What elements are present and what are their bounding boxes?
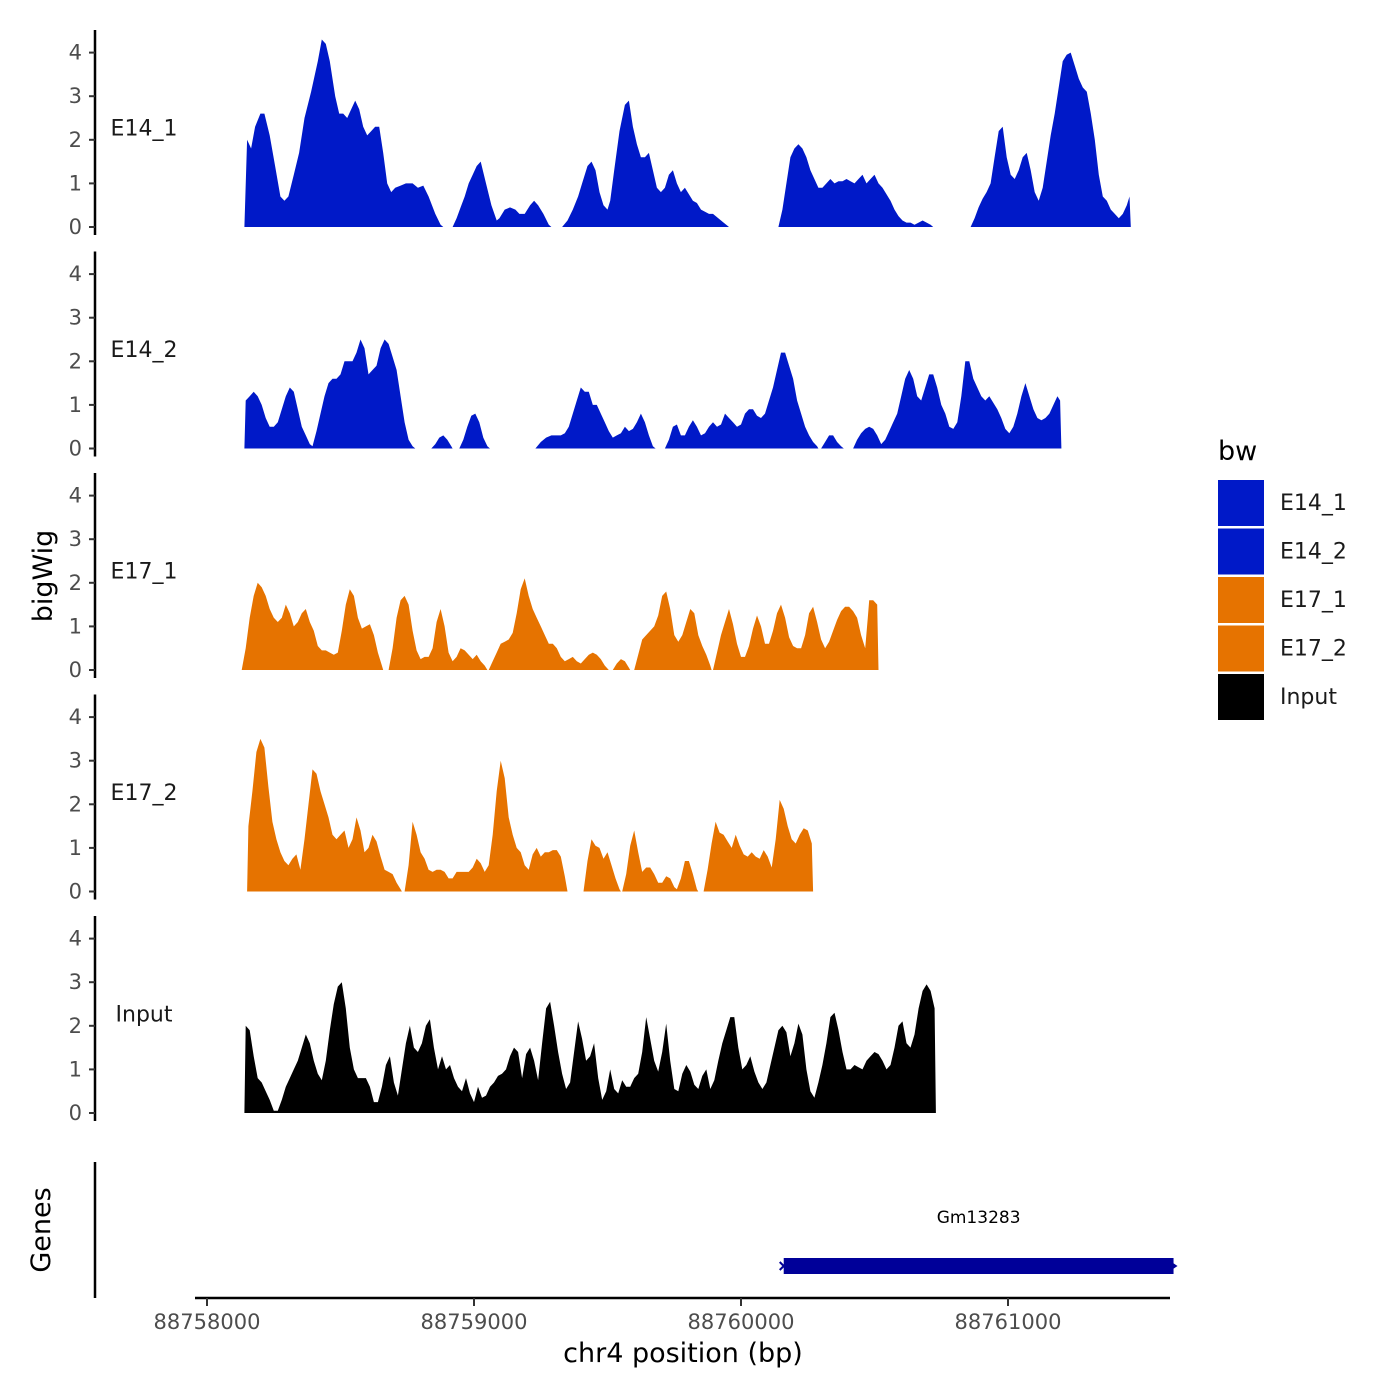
x-tick-label: 88759000: [421, 1310, 528, 1334]
y-tick-label: 2: [69, 792, 82, 816]
legend-label: E14_1: [1280, 491, 1347, 516]
legend-swatch: [1218, 480, 1264, 526]
y-tick-label: 3: [69, 84, 82, 108]
gene-strand-marker: [779, 1261, 789, 1271]
coverage-area: [713, 600, 879, 670]
y-tick-label: 0: [69, 658, 82, 682]
x-axis-ticks: 88758000 88759000 88760000 88761000: [154, 1298, 1062, 1334]
coverage-area: [703, 799, 814, 892]
track-label: E14_1: [111, 116, 178, 141]
y-tick-label: 0: [69, 215, 82, 239]
coverage-area: [612, 659, 631, 670]
coverage-area: [488, 578, 609, 670]
legend-label: E17_1: [1280, 588, 1347, 613]
gene-label: Gm13283: [937, 1208, 1021, 1228]
y-tick-label: 2: [69, 1014, 82, 1038]
y-tick-label: 2: [69, 349, 82, 373]
gene-end-marker: [1171, 1262, 1178, 1270]
legend-swatch: [1218, 528, 1264, 575]
y-tick-label: 2: [69, 128, 82, 152]
y-tick-label: 1: [69, 1057, 82, 1081]
y-tick-label: 3: [69, 970, 82, 994]
x-tick-label: 88761000: [955, 1310, 1062, 1334]
track-label: Input: [116, 1002, 173, 1027]
track-E14_2: 0 1 2 3 4 E14_2: [69, 251, 1062, 461]
y-tick-label: 2: [69, 571, 82, 595]
coverage-area: [583, 839, 621, 892]
coverage-area: [452, 161, 552, 227]
legend-swatch: [1218, 577, 1264, 623]
x-tick-label: 88758000: [154, 1310, 261, 1334]
y-tick-label: 4: [69, 927, 82, 951]
y-tick-label: 3: [69, 306, 82, 330]
coverage-area: [241, 582, 384, 670]
coverage-area: [664, 352, 819, 449]
legend-title: bw: [1218, 436, 1257, 467]
legend-swatch: [1218, 625, 1264, 672]
track-E17_2: 0 1 2 3 4 E17_2: [69, 694, 814, 904]
y-tick-label: 4: [69, 484, 82, 508]
legend-label: Input: [1280, 685, 1337, 710]
legend-label: E14_2: [1280, 540, 1347, 565]
y-tick-label: 3: [69, 527, 82, 551]
track-label: E17_1: [111, 559, 178, 584]
y-tick-label: 1: [69, 836, 82, 860]
coverage-area: [853, 361, 1062, 449]
y-tick-label: 4: [69, 262, 82, 286]
track-label: E14_2: [111, 338, 178, 363]
coverage-area: [404, 760, 568, 892]
legend-swatch: [1218, 674, 1264, 720]
genes-panel: Genes Gm13283: [26, 1162, 1178, 1298]
y-tick-label: 1: [69, 171, 82, 195]
bigwig-tracks: 0 1 2 3 4 E14_1 0 1 2 3 4 E14_2 0 1 2 3 4 E17_1 0 1 2 3 4 E17_2…: [69, 30, 1131, 1125]
track-E17_1: 0 1 2 3 4 E17_1: [69, 473, 879, 682]
track-E14_1: 0 1 2 3 4 E14_1: [69, 30, 1131, 239]
y-axis-title: bigWig: [28, 530, 59, 623]
y-tick-label: 4: [69, 41, 82, 65]
y-tick-label: 0: [69, 437, 82, 461]
y-tick-label: 3: [69, 749, 82, 773]
gene-body[interactable]: [783, 1258, 1174, 1274]
coverage-area: [247, 738, 402, 892]
coverage-area: [562, 100, 729, 227]
y-tick-label: 0: [69, 1101, 82, 1125]
y-tick-label: 4: [69, 705, 82, 729]
genes-panel-title: Genes: [26, 1187, 57, 1272]
coverage-area: [821, 435, 844, 449]
coverage-area: [634, 591, 712, 670]
y-tick-label: 1: [69, 614, 82, 638]
y-tick-label: 0: [69, 880, 82, 904]
coverage-area: [970, 52, 1131, 227]
legend: bw E14_1 E14_2 E17_1 E17_2 Input: [1218, 436, 1347, 720]
coverage-area: [244, 39, 444, 227]
x-axis-title: chr4 position (bp): [563, 1338, 803, 1369]
coverage-area: [431, 435, 453, 449]
x-tick-label: 88760000: [688, 1310, 795, 1334]
track-Input: 0 1 2 3 4 Input: [69, 916, 936, 1125]
legend-items: E14_1 E14_2 E17_1 E17_2 Input: [1218, 480, 1347, 720]
coverage-area: [244, 339, 416, 449]
coverage-area: [535, 387, 656, 449]
coverage-area: [459, 413, 490, 449]
x-axis: 88758000 88759000 88760000 88761000 chr4 po…: [154, 1296, 1170, 1369]
track-label: E17_2: [111, 781, 178, 806]
legend-label: E17_2: [1280, 637, 1347, 662]
coverage-area: [388, 595, 488, 670]
y-tick-label: 1: [69, 393, 82, 417]
coverage-area: [622, 830, 699, 892]
coverage-area: [244, 982, 936, 1113]
coverage-area: [778, 144, 934, 227]
